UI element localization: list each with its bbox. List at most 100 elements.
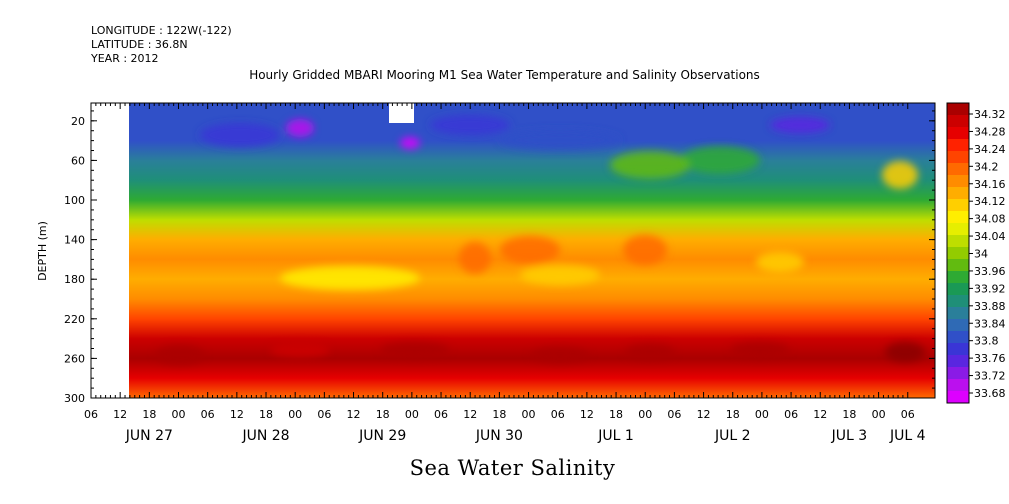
x-hour-label: 18 [842, 408, 856, 421]
x-hour-label: 12 [580, 408, 594, 421]
y-tick-label: 180 [64, 273, 85, 286]
colorbar-cell [947, 235, 969, 248]
colorbar-cell [947, 199, 969, 212]
colorbar-label: 33.72 [974, 370, 1006, 383]
x-hour-label: 06 [201, 408, 215, 421]
field-blob [530, 347, 590, 363]
x-hour-label: 06 [551, 408, 565, 421]
x-day-label: JUL 1 [597, 428, 634, 444]
colorbar-label: 33.88 [974, 300, 1006, 313]
x-hour-label: 06 [667, 408, 681, 421]
colorbar-label: 34.16 [974, 178, 1006, 191]
chart-title: Hourly Gridded MBARI Mooring M1 Sea Wate… [249, 68, 760, 82]
colorbar-cell [947, 187, 969, 200]
field-blob [200, 123, 280, 147]
colorbar-label: 33.8 [974, 335, 999, 348]
colorbar-label: 33.96 [974, 265, 1006, 278]
x-hour-label: 06 [434, 408, 448, 421]
colorbar-cell [947, 247, 969, 260]
x-day-label: JUN 28 [241, 428, 289, 444]
location-metadata: LONGITUDE : 122W(-122) LATITUDE : 36.8N … [91, 24, 232, 66]
colorbar-cell [947, 271, 969, 284]
colorbar-cell [947, 295, 969, 308]
x-hour-label: 12 [697, 408, 711, 421]
colorbar-label: 34.32 [974, 108, 1006, 121]
x-day-label: JUN 30 [475, 428, 523, 444]
colorbar-label: 33.84 [974, 317, 1006, 330]
colorbar: 34.32 34.28 34.24 34.2 34.16 34.12 34.08 34.04 3… [946, 102, 1006, 404]
colorbar-label: 34.08 [974, 213, 1006, 226]
missing-data-region [91, 103, 129, 398]
colorbar-cell [947, 307, 969, 320]
year-label: YEAR : 2012 [91, 52, 159, 65]
x-hour-label: 12 [813, 408, 827, 421]
colorbar-cell [947, 115, 969, 128]
field-blob [730, 342, 790, 358]
colorbar-cell [947, 355, 969, 368]
y-tick-label: 20 [71, 115, 85, 128]
colorbar-cell [947, 211, 969, 224]
field-blob [680, 146, 760, 174]
x-hour-label: 00 [638, 408, 652, 421]
field-blob [756, 252, 804, 272]
field-blob [610, 151, 690, 179]
field-blob [270, 343, 330, 357]
x-hour-label: 00 [755, 408, 769, 421]
plot-area [91, 103, 935, 398]
plot-frame [90, 102, 936, 399]
x-hour-label: 00 [288, 408, 302, 421]
field-blob [286, 119, 314, 137]
x-hour-label: 18 [142, 408, 156, 421]
y-tick-label: 60 [71, 154, 85, 167]
missing-data-region [389, 103, 414, 123]
colorbar-cell [947, 331, 969, 344]
field-blob [400, 137, 420, 149]
colorbar-cell [947, 379, 969, 392]
x-hour-label: 12 [230, 408, 244, 421]
x-hour-label: 00 [172, 408, 186, 421]
x-hour-label: 06 [784, 408, 798, 421]
x-hour-label: 18 [609, 408, 623, 421]
x-day-label: JUL 4 [889, 428, 926, 444]
x-hour-label: 12 [113, 408, 127, 421]
colorbar-cell [947, 175, 969, 188]
field-blob [500, 130, 620, 150]
longitude-label: LONGITUDE : 122W(-122) [91, 24, 232, 37]
x-hour-label: 18 [376, 408, 390, 421]
y-tick-label: 220 [64, 313, 85, 326]
field-blob [882, 161, 918, 189]
x-day-label: JUN 29 [358, 428, 406, 444]
y-axis-label: DEPTH (m) [36, 221, 49, 281]
colorbar-label: 34.12 [974, 195, 1006, 208]
colorbar-cell [947, 283, 969, 296]
colorbar-label: 34.24 [974, 143, 1006, 156]
colorbar-label: 34.04 [974, 230, 1006, 243]
field-blob [500, 236, 560, 264]
x-hour-label: 18 [492, 408, 506, 421]
x-hour-label: 00 [872, 408, 886, 421]
field-blob [430, 115, 510, 135]
colorbar-cell [947, 391, 969, 404]
field-blob [520, 265, 600, 285]
x-hour-label: 18 [259, 408, 273, 421]
colorbar-cell [947, 367, 969, 380]
colorbar-cell [947, 127, 969, 140]
colorbar-cell [947, 151, 969, 164]
colorbar-cell [947, 139, 969, 152]
latitude-label: LATITUDE : 36.8N [91, 38, 188, 51]
x-axis-title: Sea Water Salinity [409, 456, 616, 480]
axes: 20 60 100 140 180 220 260 300 06 12 18 00 06 12 18 00 06… [64, 102, 936, 444]
colorbar-cell [947, 319, 969, 332]
y-tick-label: 140 [64, 234, 85, 247]
colorbar-cell [947, 163, 969, 176]
field-blob [625, 344, 675, 360]
field-blob [885, 342, 925, 362]
colorbar-label: 33.68 [974, 387, 1006, 400]
x-day-label: JUN 27 [125, 428, 173, 444]
x-day-label: JUL 3 [831, 428, 868, 444]
y-tick-label: 300 [64, 392, 85, 405]
x-hour-label: 12 [347, 408, 361, 421]
colorbar-label: 33.92 [974, 282, 1006, 295]
field-blob [155, 345, 205, 365]
